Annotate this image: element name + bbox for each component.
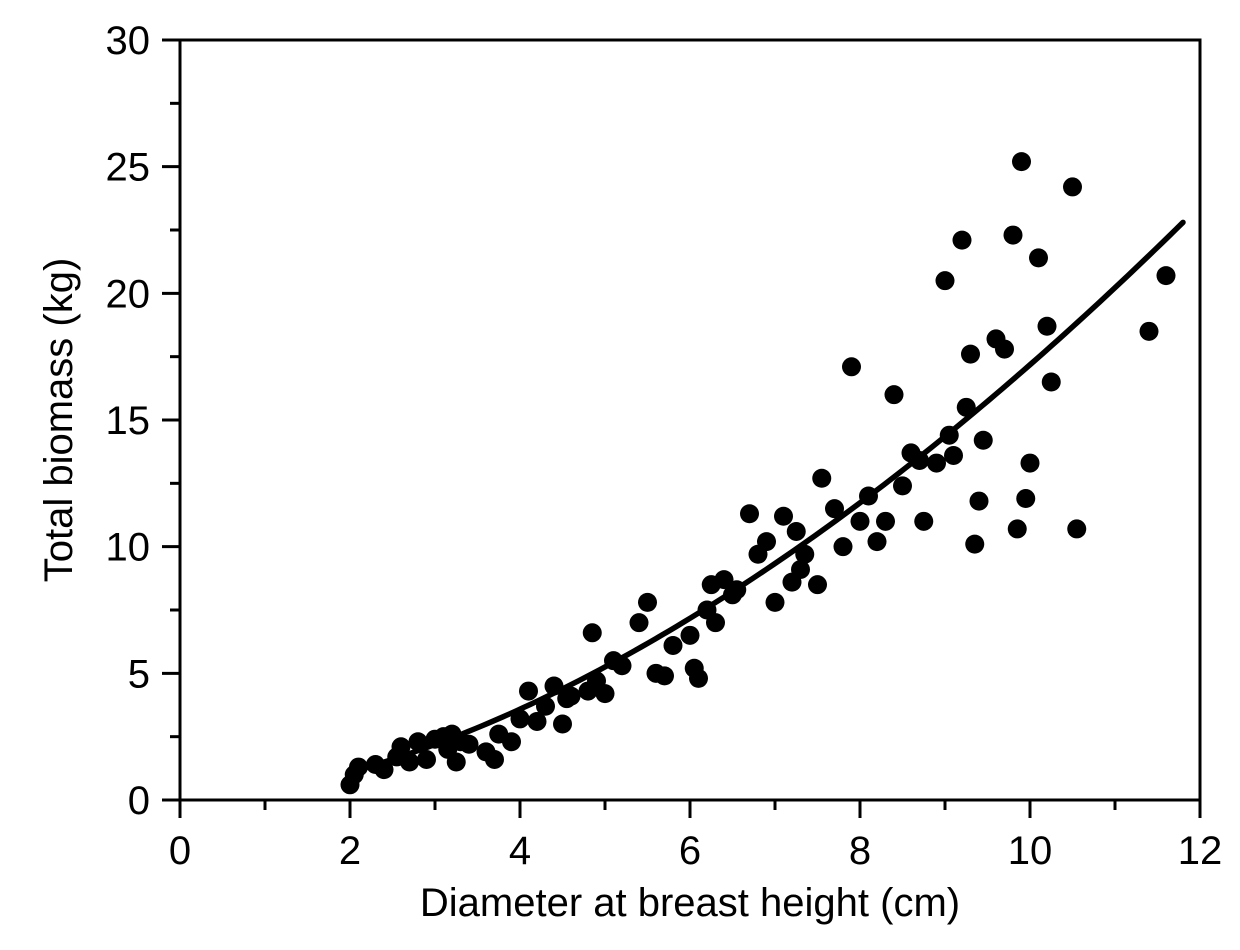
- y-tick-label: 5: [128, 652, 150, 696]
- data-point: [681, 626, 700, 645]
- data-point: [927, 454, 946, 473]
- data-point: [1012, 152, 1031, 171]
- data-point: [409, 732, 428, 751]
- data-point: [613, 656, 632, 675]
- scatter-chart: 0 2 4 6 8 10 12 0 5 10 15 20 25 30 Diameter at breast …: [0, 0, 1240, 950]
- data-point: [787, 522, 806, 541]
- data-point: [957, 398, 976, 417]
- x-tick-label: 8: [849, 829, 871, 873]
- data-point: [834, 537, 853, 556]
- data-point: [638, 593, 657, 612]
- data-point: [936, 271, 955, 290]
- data-point: [1016, 489, 1035, 508]
- data-point: [1140, 322, 1159, 341]
- data-point: [808, 575, 827, 594]
- data-point: [664, 636, 683, 655]
- data-point: [774, 507, 793, 526]
- data-point: [944, 446, 963, 465]
- data-point: [1021, 454, 1040, 473]
- data-point: [1008, 519, 1027, 538]
- x-tick-label: 10: [1008, 829, 1053, 873]
- data-point: [349, 758, 368, 777]
- y-tick-label: 15: [106, 399, 151, 443]
- data-point: [502, 732, 521, 751]
- data-point: [1004, 226, 1023, 245]
- data-point: [689, 669, 708, 688]
- data-point: [727, 580, 746, 599]
- data-point: [655, 666, 674, 685]
- data-point: [766, 593, 785, 612]
- data-point: [965, 535, 984, 554]
- data-point: [812, 469, 831, 488]
- data-point: [553, 715, 572, 734]
- data-point: [562, 687, 581, 706]
- data-point: [511, 709, 530, 728]
- data-point: [910, 451, 929, 470]
- x-tick-label: 12: [1178, 829, 1223, 873]
- data-point: [795, 545, 814, 564]
- data-point: [940, 426, 959, 445]
- y-tick-label: 25: [106, 146, 151, 190]
- x-tick-label: 6: [679, 829, 701, 873]
- data-point: [953, 231, 972, 250]
- data-point: [885, 385, 904, 404]
- data-point: [536, 697, 555, 716]
- x-axis-label: Diameter at breast height (cm): [420, 881, 960, 925]
- data-point: [583, 623, 602, 642]
- data-point: [447, 753, 466, 772]
- data-point: [1042, 373, 1061, 392]
- data-point: [1063, 177, 1082, 196]
- data-point: [460, 735, 479, 754]
- chart-svg: 0 2 4 6 8 10 12 0 5 10 15 20 25 30 Diameter at breast …: [0, 0, 1240, 950]
- data-point: [970, 492, 989, 511]
- data-point: [417, 750, 436, 769]
- data-point: [596, 684, 615, 703]
- y-tick-label: 30: [106, 19, 151, 63]
- data-point: [519, 682, 538, 701]
- data-point: [1157, 266, 1176, 285]
- data-point: [961, 345, 980, 364]
- x-tick-label: 0: [169, 829, 191, 873]
- y-tick-label: 0: [128, 779, 150, 823]
- data-point: [706, 613, 725, 632]
- data-point: [893, 476, 912, 495]
- data-point: [859, 487, 878, 506]
- data-point: [757, 532, 776, 551]
- data-point: [400, 753, 419, 772]
- data-point: [630, 613, 649, 632]
- data-point: [914, 512, 933, 531]
- data-point: [740, 504, 759, 523]
- data-point: [842, 357, 861, 376]
- y-tick-label: 10: [106, 526, 151, 570]
- data-point: [876, 512, 895, 531]
- data-point: [851, 512, 870, 531]
- regression-curve: [350, 222, 1183, 772]
- x-tick-label: 2: [339, 829, 361, 873]
- data-point: [1029, 248, 1048, 267]
- data-point: [1038, 317, 1057, 336]
- data-point: [485, 750, 504, 769]
- data-point: [995, 340, 1014, 359]
- plot-frame: [180, 40, 1200, 800]
- y-tick-label: 20: [106, 272, 151, 316]
- data-point: [825, 499, 844, 518]
- x-tick-label: 4: [509, 829, 531, 873]
- data-point: [1067, 519, 1086, 538]
- data-point: [974, 431, 993, 450]
- data-point: [868, 532, 887, 551]
- y-axis-label: Total biomass (kg): [37, 258, 81, 583]
